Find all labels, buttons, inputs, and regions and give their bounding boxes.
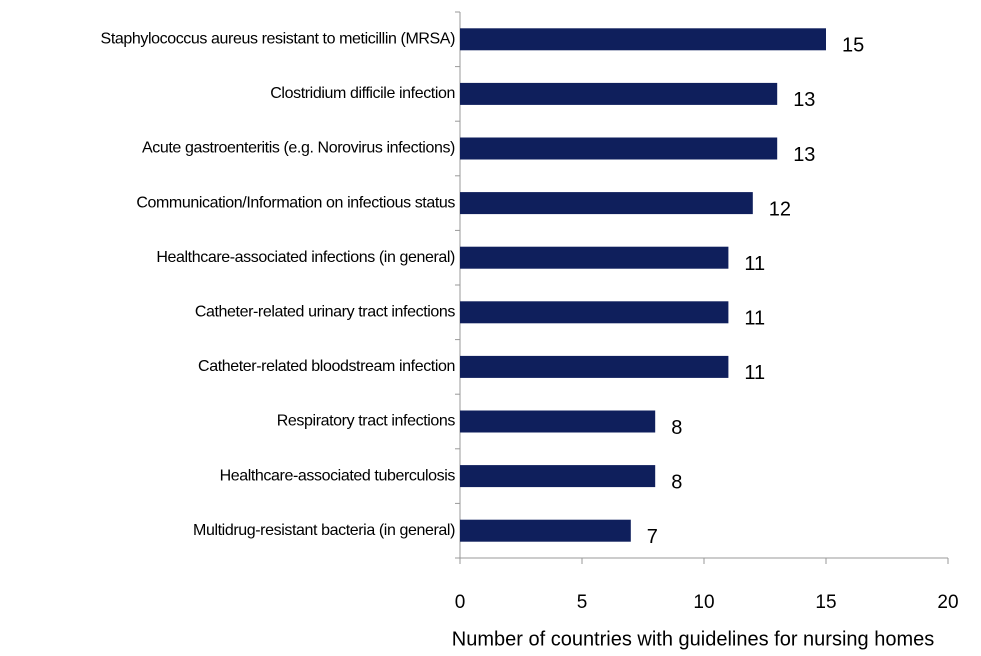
- x-tick-label: 5: [577, 592, 588, 613]
- category-label: Respiratory tract infections: [277, 413, 456, 430]
- data-label: 15: [842, 35, 864, 57]
- data-label: 12: [769, 198, 791, 220]
- x-tick-label: 10: [693, 592, 714, 613]
- category-label: Catheter-related urinary tract infection…: [195, 304, 456, 321]
- x-tick-label: 15: [815, 592, 836, 613]
- data-label: 8: [671, 471, 682, 493]
- category-label: Catheter-related bloodstream infection: [198, 358, 455, 375]
- bar: [460, 355, 729, 378]
- bar: [460, 192, 753, 215]
- x-axis-title: Number of countries with guidelines for …: [452, 628, 934, 650]
- bar: [460, 246, 729, 269]
- bar: [460, 28, 826, 51]
- bar: [460, 519, 631, 542]
- category-label: Clostridium difficile infection: [270, 85, 455, 102]
- data-label: 8: [671, 417, 682, 439]
- category-label: Healthcare-associated tuberculosis: [220, 467, 456, 484]
- data-label: 11: [744, 253, 765, 275]
- category-label: Acute gastroenteritis (e.g. Norovirus in…: [142, 140, 455, 157]
- data-label: 13: [793, 144, 815, 166]
- bar: [460, 301, 729, 324]
- data-label: 13: [793, 89, 815, 111]
- bar: [460, 137, 778, 160]
- data-label: 7: [647, 526, 658, 548]
- x-tick-label: 20: [937, 592, 958, 613]
- x-tick-label: 0: [455, 592, 466, 613]
- data-label: 11: [744, 362, 765, 384]
- category-label: Communication/Information on infectious …: [136, 194, 455, 211]
- bar: [460, 410, 656, 433]
- category-label: Staphylococcus aureus resistant to metic…: [101, 31, 456, 48]
- bar: [460, 82, 778, 105]
- data-label: 11: [744, 308, 765, 330]
- category-label: Multidrug-resistant bacteria (in general…: [193, 522, 455, 539]
- bar: [460, 465, 656, 488]
- category-label: Healthcare-associated infections (in gen…: [156, 249, 455, 266]
